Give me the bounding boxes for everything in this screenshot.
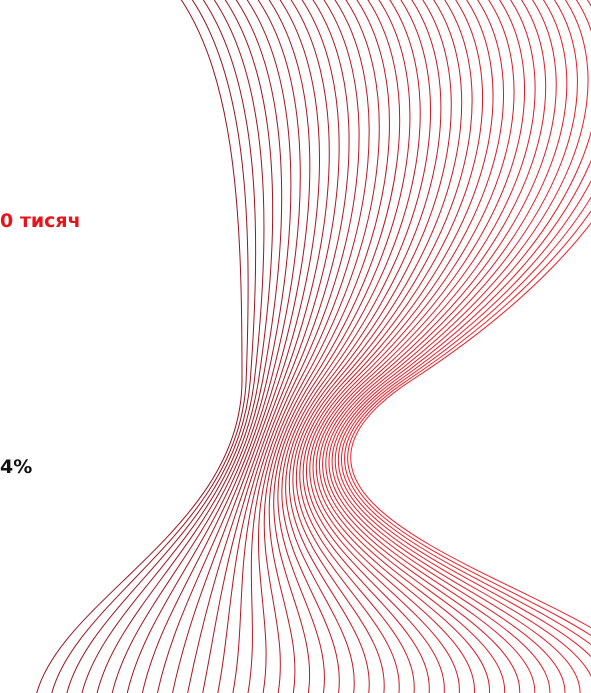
wave-line [232, 0, 360, 693]
wave-line [331, 0, 589, 693]
wave-line [350, 221, 591, 629]
wave-line [263, 0, 390, 693]
wave-line [325, 0, 568, 693]
wave-line [285, 0, 442, 693]
wave-line [217, 0, 350, 693]
wave-line [66, 0, 257, 693]
wave-line [51, 0, 249, 693]
red-heading: 0 тисяч [0, 210, 81, 232]
wave-line [292, 0, 463, 693]
wave-line [277, 0, 421, 693]
wave-line [111, 0, 283, 693]
wave-line [306, 0, 505, 693]
wave-line [288, 0, 452, 693]
wave-line [281, 0, 432, 693]
wave-line [247, 0, 370, 693]
wave-line [337, 0, 591, 678]
wave-line [315, 0, 536, 693]
wave-line [347, 210, 591, 637]
wave-line [309, 0, 515, 693]
wave-line [299, 0, 484, 693]
wave-line [344, 196, 591, 646]
wave-line [36, 0, 243, 693]
wave-line [341, 179, 591, 658]
wave-line [302, 0, 494, 693]
wave-line [328, 0, 578, 693]
wave-line [268, 0, 401, 693]
wave-line [187, 0, 330, 693]
wave-line [202, 0, 340, 693]
wave-line [319, 0, 547, 693]
wave-line [126, 0, 292, 693]
wave-line [141, 0, 301, 693]
wave-line [81, 0, 265, 693]
wave-line [172, 0, 320, 693]
wave-line [312, 0, 526, 693]
wave-line [295, 0, 473, 693]
percent-text: 4% [0, 456, 33, 478]
wave-line [273, 0, 411, 693]
wave-line [334, 0, 591, 693]
wave-line [96, 0, 274, 693]
wave-line [257, 0, 380, 693]
wave-line [157, 0, 311, 693]
wave-line [322, 0, 557, 693]
